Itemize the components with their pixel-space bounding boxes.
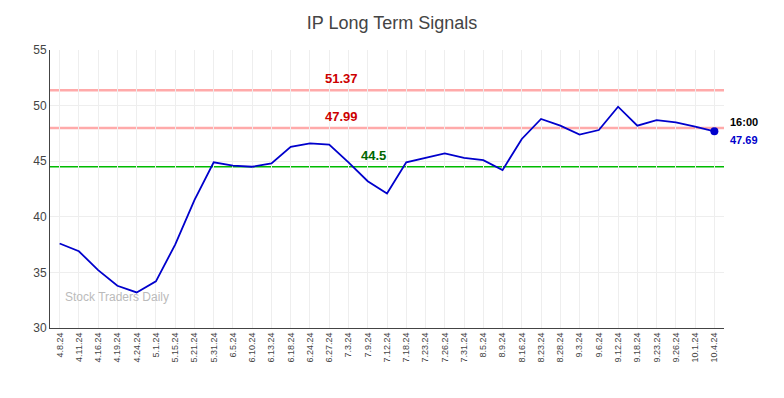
svg-text:6.18.24: 6.18.24 (286, 333, 296, 363)
svg-text:4.24.24: 4.24.24 (132, 333, 142, 363)
svg-text:7.26.24: 7.26.24 (440, 333, 450, 363)
svg-text:5.21.24: 5.21.24 (189, 333, 199, 363)
svg-text:5.1.24: 5.1.24 (151, 333, 161, 358)
svg-text:7.9.24: 7.9.24 (363, 333, 373, 358)
svg-text:5.15.24: 5.15.24 (170, 333, 180, 363)
svg-text:8.5.24: 8.5.24 (478, 333, 488, 358)
svg-text:5.31.24: 5.31.24 (209, 333, 219, 363)
svg-text:7.12.24: 7.12.24 (382, 333, 392, 363)
svg-text:10.4.24: 10.4.24 (709, 333, 719, 363)
svg-text:9.6.24: 9.6.24 (594, 333, 604, 358)
svg-text:7.18.24: 7.18.24 (401, 333, 411, 363)
svg-text:7.23.24: 7.23.24 (420, 333, 430, 363)
svg-text:6.5.24: 6.5.24 (228, 333, 238, 358)
svg-text:16:00: 16:00 (730, 116, 758, 128)
svg-text:6.27.24: 6.27.24 (324, 333, 334, 363)
svg-text:6.24.24: 6.24.24 (305, 333, 315, 363)
svg-text:35: 35 (33, 266, 47, 280)
svg-text:9.23.24: 9.23.24 (652, 333, 662, 363)
svg-text:6.10.24: 6.10.24 (247, 333, 257, 363)
svg-text:4.16.24: 4.16.24 (93, 333, 103, 363)
svg-text:10.1.24: 10.1.24 (690, 333, 700, 363)
svg-text:8.9.24: 8.9.24 (497, 333, 507, 358)
svg-text:47.69: 47.69 (730, 134, 758, 146)
svg-text:4.8.24: 4.8.24 (55, 333, 65, 358)
svg-text:6.13.24: 6.13.24 (266, 333, 276, 363)
svg-text:50: 50 (33, 99, 47, 113)
svg-text:8.23.24: 8.23.24 (536, 333, 546, 363)
svg-text:55: 55 (33, 43, 47, 57)
svg-text:9.18.24: 9.18.24 (632, 333, 642, 363)
svg-text:7.31.24: 7.31.24 (459, 333, 469, 363)
svg-text:51.37: 51.37 (325, 71, 358, 86)
svg-text:8.28.24: 8.28.24 (555, 333, 565, 363)
svg-text:9.3.24: 9.3.24 (574, 333, 584, 358)
svg-text:45: 45 (33, 154, 47, 168)
svg-text:IP Long Term Signals: IP Long Term Signals (307, 13, 477, 33)
svg-text:4.11.24: 4.11.24 (74, 333, 84, 362)
svg-text:44.5: 44.5 (361, 148, 386, 163)
svg-text:30: 30 (33, 321, 47, 335)
svg-text:47.99: 47.99 (325, 109, 358, 124)
svg-text:40: 40 (33, 210, 47, 224)
svg-text:4.19.24: 4.19.24 (112, 333, 122, 363)
svg-text:Stock Traders Daily: Stock Traders Daily (65, 290, 169, 304)
svg-text:9.26.24: 9.26.24 (671, 333, 681, 363)
svg-text:9.12.24: 9.12.24 (613, 333, 623, 363)
svg-text:7.3.24: 7.3.24 (343, 333, 353, 358)
svg-text:8.16.24: 8.16.24 (517, 333, 527, 363)
